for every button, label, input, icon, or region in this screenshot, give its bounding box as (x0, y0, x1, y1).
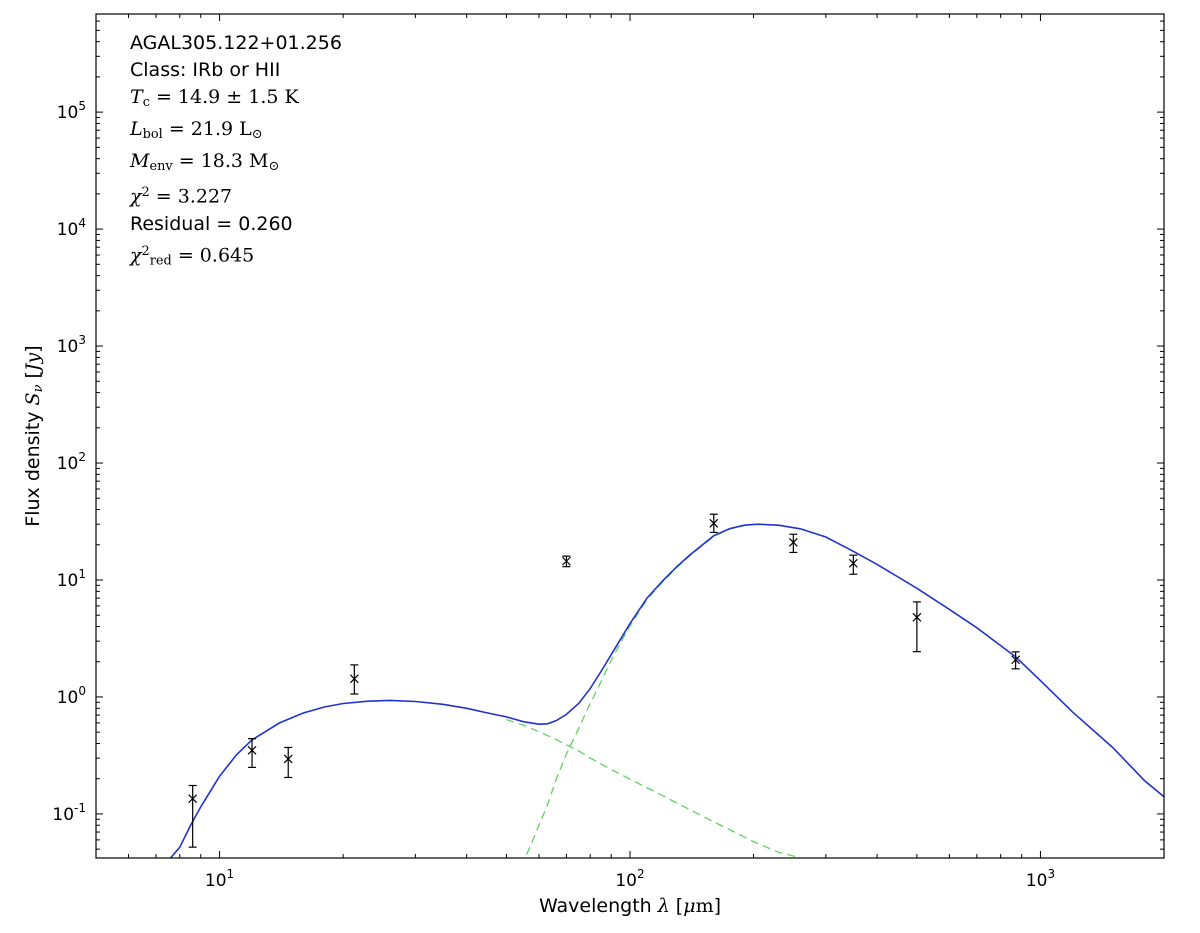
tick-label: 101 (205, 867, 234, 891)
text-segment: = 21.9 L (162, 117, 252, 140)
text-segment: λ (657, 895, 670, 917)
text-segment: = 0.645 (171, 244, 255, 267)
data-points (188, 513, 1021, 848)
text-segment: bol (142, 126, 163, 142)
text-segment: Flux density (22, 405, 45, 527)
tick-label: 103 (57, 333, 86, 357)
tick-label: 101 (57, 567, 86, 591)
axis-ticks (96, 14, 1164, 858)
tick-label: 105 (57, 99, 86, 123)
text-segment: χ (130, 185, 142, 208)
text-segment: M (130, 149, 150, 172)
annotation-line: χ2red = 0.645 (130, 238, 342, 274)
tick-label: 102 (615, 867, 644, 891)
text-segment: χ (130, 244, 142, 267)
annotation-block: AGAL305.122+01.256 Class: IRb or HII Tc = … (130, 30, 342, 274)
text-segment: = 14.9 ± 1.5 K (149, 86, 299, 108)
text-segment: Jy (22, 352, 45, 372)
data-point (283, 746, 293, 779)
data-point (912, 601, 922, 653)
text-segment: S (22, 392, 45, 406)
text-segment: ⊙ (268, 158, 280, 174)
tick-labels: 101 102 103 10-1 100 101 102 103 104 105 (52, 99, 1055, 891)
text-segment: AGAL305.122+01.256 (130, 32, 342, 54)
data-point (561, 555, 571, 568)
annotation-line: Class: IRb or HII (130, 57, 342, 84)
text-segment: 2 (141, 243, 150, 259)
annotation-line: Tc = 14.9 ± 1.5 K (130, 84, 342, 116)
tick-label: 100 (57, 684, 86, 708)
tick-label: 102 (57, 450, 86, 474)
x-axis-label: Wavelength λ [μm] (539, 895, 721, 917)
model-total-curve (169, 523, 1165, 859)
annotation-line: χ2 = 3.227 (130, 179, 342, 210)
data-point (349, 664, 359, 695)
text-segment: red (149, 253, 172, 269)
text-segment: Class: IRb or HII (130, 59, 281, 81)
tick-label: 104 (57, 216, 86, 240)
text-segment: ] (22, 345, 45, 353)
data-point (848, 554, 858, 575)
text-segment: μ (683, 895, 696, 917)
data-point (247, 738, 257, 768)
text-segment: Residual = 0.260 (130, 212, 293, 235)
text-segment: env (149, 158, 173, 174)
hot-component-curve (506, 718, 800, 859)
annotation-line: Menv = 18.3 M⊙ (130, 148, 342, 180)
text-segment: 2 (141, 185, 150, 201)
tick-label: 103 (1026, 867, 1055, 891)
annotation-line: Residual = 0.260 (130, 211, 342, 238)
text-segment: ⊙ (251, 126, 263, 142)
axes-frame (95, 13, 1165, 859)
tick-label: 10-1 (52, 801, 86, 825)
text-segment: [ (22, 371, 45, 385)
text-segment: ν (30, 384, 46, 393)
text-segment: [ (669, 895, 684, 917)
text-segment: ] (713, 895, 722, 917)
cold-component-curve (526, 524, 745, 855)
text-segment: = 3.227 (149, 185, 233, 208)
data-point (709, 513, 719, 534)
data-point (188, 784, 198, 848)
text-segment: m (695, 895, 714, 917)
text-segment: c (142, 94, 150, 110)
text-segment: Wavelength (538, 895, 658, 917)
text-segment: = 18.3 M (172, 149, 269, 172)
annotation-line: Lbol = 21.9 L⊙ (130, 116, 342, 148)
data-point (788, 533, 798, 554)
text-segment: T (130, 86, 143, 108)
data-point (1011, 651, 1021, 670)
annotation-line: AGAL305.122+01.256 (130, 30, 342, 57)
y-axis-label: Flux density Sν [Jy] (22, 345, 46, 526)
text-segment: L (130, 117, 143, 140)
